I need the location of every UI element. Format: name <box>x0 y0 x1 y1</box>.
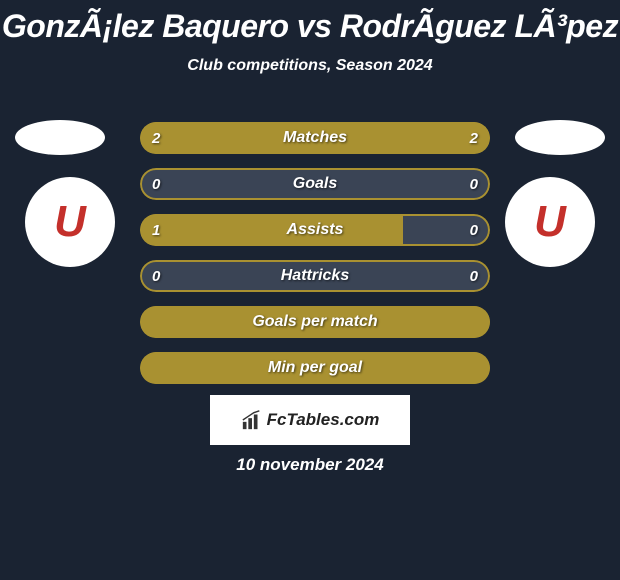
bar-label: Matches <box>140 122 490 154</box>
chart-icon <box>241 409 263 431</box>
fctables-logo: FcTables.com <box>210 395 410 445</box>
stat-bar-row: Goals per match <box>140 306 490 338</box>
stat-bars: Matches22Goals00Assists10Hattricks00Goal… <box>140 122 490 398</box>
comparison-subtitle: Club competitions, Season 2024 <box>0 57 620 75</box>
stat-bar-row: Min per goal <box>140 352 490 384</box>
bar-label: Min per goal <box>140 352 490 384</box>
bar-label: Goals <box>140 168 490 200</box>
stat-bar-row: Hattricks0 0 <box>140 260 490 292</box>
stat-bar-row: Matches2 2 <box>140 122 490 154</box>
bar-value-left: 0 <box>152 260 160 292</box>
bar-value-left: 1 <box>152 214 160 246</box>
player-right-avatar <box>515 120 605 155</box>
logo-text: FcTables.com <box>267 410 380 430</box>
team-right-badge: U <box>505 177 595 267</box>
comparison-title: GonzÃ¡lez Baquero vs RodrÃ­guez LÃ³pez <box>0 0 620 45</box>
bar-value-left: 0 <box>152 168 160 200</box>
team-right-letter: U <box>534 197 566 247</box>
team-left-badge: U <box>25 177 115 267</box>
bar-label: Hattricks <box>140 260 490 292</box>
bar-value-right: 0 <box>470 168 478 200</box>
team-left-letter: U <box>54 197 86 247</box>
player-left-avatar <box>15 120 105 155</box>
stat-bar-row: Assists1 0 <box>140 214 490 246</box>
bar-value-right: 2 <box>470 122 478 154</box>
bar-label: Assists <box>140 214 490 246</box>
bar-label: Goals per match <box>140 306 490 338</box>
snapshot-date: 10 november 2024 <box>0 455 620 475</box>
bar-value-right: 0 <box>470 214 478 246</box>
stat-bar-row: Goals0 0 <box>140 168 490 200</box>
bar-value-right: 0 <box>470 260 478 292</box>
bar-value-left: 2 <box>152 122 160 154</box>
